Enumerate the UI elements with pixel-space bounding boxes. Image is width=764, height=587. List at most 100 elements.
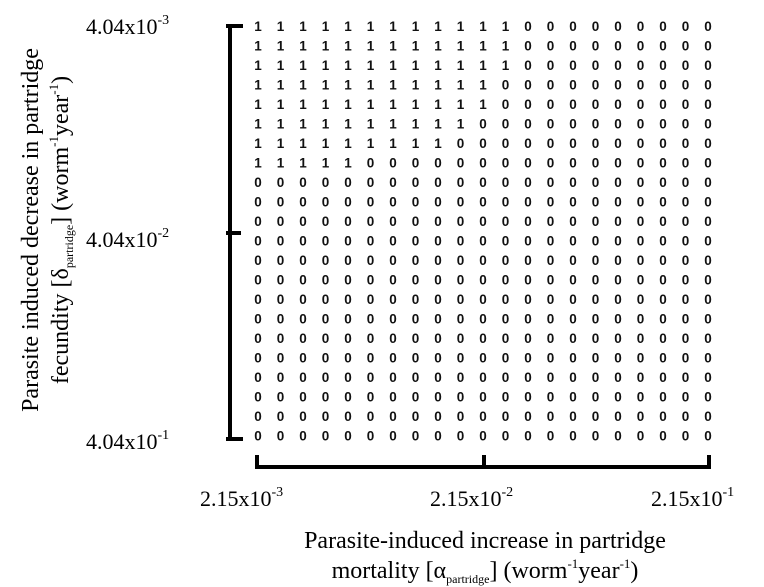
heatmap-cell-value: 0 (569, 234, 577, 249)
heatmap-cell-value: 1 (367, 97, 375, 112)
heatmap-cell-value: 1 (254, 136, 262, 151)
heatmap-cell-value: 0 (322, 214, 330, 229)
heatmap-cell-value: 0 (637, 214, 645, 229)
heatmap-cell-value: 1 (299, 39, 307, 54)
heatmap-cell-value: 1 (254, 19, 262, 34)
heatmap-cell-value: 0 (637, 97, 645, 112)
heatmap-cell-value: 1 (299, 97, 307, 112)
heatmap-cell-value: 0 (434, 273, 442, 288)
heatmap-cell-value: 0 (367, 175, 375, 190)
heatmap-cell-value: 0 (502, 312, 510, 327)
heatmap-cell-value: 0 (682, 292, 690, 307)
heatmap-cell-value: 0 (547, 312, 555, 327)
heatmap-cell-value: 0 (524, 292, 532, 307)
y-tick-label: 4.04x10-2 (86, 226, 169, 252)
heatmap-cell-value: 0 (502, 214, 510, 229)
heatmap-cell-value: 0 (592, 39, 600, 54)
heatmap-cell-value: 0 (389, 370, 397, 385)
heatmap-cell-value: 0 (479, 253, 487, 268)
heatmap-cell-value: 0 (299, 273, 307, 288)
heatmap-cell-value: 1 (299, 156, 307, 171)
heatmap-cell-value: 1 (322, 58, 330, 73)
heatmap-cell-value: 0 (547, 214, 555, 229)
heatmap-cell-value: 0 (389, 409, 397, 424)
heatmap-cell-value: 0 (637, 253, 645, 268)
heatmap-cell-value: 0 (434, 292, 442, 307)
heatmap-cell-value: 0 (344, 273, 352, 288)
heatmap-cell-value: 0 (524, 195, 532, 210)
heatmap-cell-value: 0 (682, 136, 690, 151)
heatmap-cell-value: 0 (389, 429, 397, 444)
heatmap-cell-value: 0 (592, 370, 600, 385)
heatmap-cell-value: 0 (682, 331, 690, 346)
heatmap-cell-value: 0 (592, 351, 600, 366)
heatmap-cell-value: 0 (682, 97, 690, 112)
heatmap-cell-value: 1 (434, 78, 442, 93)
heatmap-cell-value: 0 (569, 117, 577, 132)
heatmap-cell-value: 0 (547, 390, 555, 405)
heatmap-cell-value: 0 (322, 331, 330, 346)
heatmap-cell-value: 1 (322, 39, 330, 54)
heatmap-cell-value: 0 (614, 78, 622, 93)
heatmap-cell-value: 0 (254, 351, 262, 366)
heatmap-cell-value: 0 (434, 234, 442, 249)
heatmap-cell-value: 0 (682, 409, 690, 424)
x-tick-label: 2.15x10-1 (651, 485, 734, 511)
heatmap-cell-value: 1 (502, 19, 510, 34)
heatmap-cell-value: 0 (434, 351, 442, 366)
heatmap-cell-value: 1 (344, 117, 352, 132)
heatmap-cell-value: 0 (592, 156, 600, 171)
x-tick-label: 2.15x10-2 (430, 485, 513, 511)
heatmap-cell-value: 1 (254, 78, 262, 93)
heatmap-cell-value: 0 (637, 195, 645, 210)
heatmap-cells: 1 1 1 1 1 1 1 1 1 1 1 1 0 0 0 0 0 0 0 0 01 1 1 1 1 1 1 1 1 1 1 1 0 0 0 0 0 0 0… (254, 19, 712, 444)
heatmap-cell-value: 1 (254, 58, 262, 73)
heatmap-cell-value: 0 (569, 39, 577, 54)
heatmap-cell-value: 0 (344, 312, 352, 327)
heatmap-cell-value: 0 (277, 351, 285, 366)
heatmap-cell-value: 0 (254, 370, 262, 385)
heatmap-cell-value: 0 (322, 409, 330, 424)
heatmap-cell-value: 0 (344, 351, 352, 366)
heatmap-cell-value: 0 (524, 175, 532, 190)
heatmap-cell-value: 0 (569, 19, 577, 34)
heatmap-cell-value: 0 (434, 195, 442, 210)
heatmap-cell-value: 0 (479, 136, 487, 151)
heatmap-cell-value: 0 (569, 351, 577, 366)
heatmap-cell-value: 1 (434, 136, 442, 151)
heatmap-cell-value: 1 (412, 117, 420, 132)
heatmap-cell-value: 0 (637, 351, 645, 366)
heatmap-cell-value: 0 (659, 253, 667, 268)
heatmap-cell-value: 1 (412, 78, 420, 93)
heatmap-cell-value: 0 (659, 429, 667, 444)
heatmap-cell-value: 0 (547, 117, 555, 132)
heatmap-cell-value: 1 (367, 78, 375, 93)
heatmap-cell-value: 0 (277, 214, 285, 229)
heatmap-cell-value: 0 (502, 409, 510, 424)
heatmap-cell-value: 0 (479, 370, 487, 385)
heatmap-cell-value: 1 (412, 136, 420, 151)
heatmap-cell-value: 0 (682, 58, 690, 73)
heatmap-cell-value: 0 (434, 312, 442, 327)
heatmap-cell-value: 0 (524, 312, 532, 327)
heatmap-cell-value: 0 (502, 175, 510, 190)
heatmap-cell-value: 0 (479, 351, 487, 366)
heatmap-cell-value: 1 (479, 58, 487, 73)
heatmap-cell-value: 0 (592, 78, 600, 93)
heatmap-cell-value: 0 (547, 39, 555, 54)
heatmap-cell-value: 0 (299, 175, 307, 190)
heatmap-cell-value: 0 (434, 390, 442, 405)
heatmap-cell-value: 0 (682, 390, 690, 405)
heatmap-cell-value: 0 (277, 312, 285, 327)
heatmap-cell-value: 0 (322, 253, 330, 268)
heatmap-cell-value: 0 (479, 331, 487, 346)
heatmap-cell-value: 0 (254, 234, 262, 249)
heatmap-cell-value: 0 (704, 370, 712, 385)
heatmap-cell-value: 0 (569, 78, 577, 93)
heatmap-cell-value: 0 (457, 253, 465, 268)
heatmap-cell-value: 0 (547, 97, 555, 112)
heatmap-cell-value: 0 (277, 370, 285, 385)
heatmap-cell-value: 0 (614, 292, 622, 307)
heatmap-cell-value: 0 (502, 273, 510, 288)
heatmap-cell-value: 0 (254, 390, 262, 405)
